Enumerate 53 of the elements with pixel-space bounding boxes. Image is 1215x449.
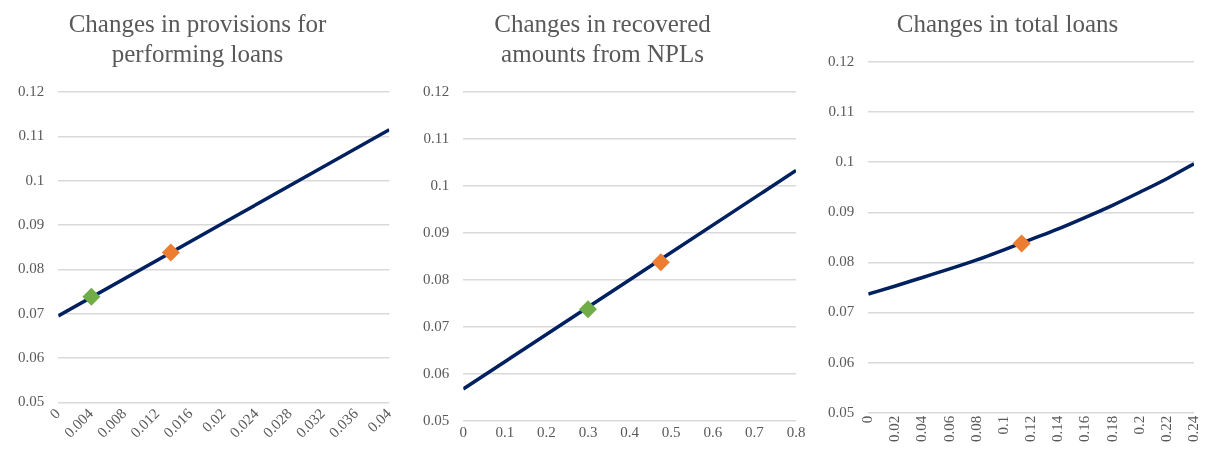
x-tick-label: 0.3	[578, 423, 598, 440]
x-tick-label: 0	[46, 405, 64, 422]
x-tick-label: 0.7	[745, 423, 765, 440]
chart-title: Changes in total loans	[896, 9, 1119, 37]
x-tick-label: 0.04	[913, 415, 930, 442]
x-tick-label: 0.12	[1022, 415, 1039, 442]
y-tick-label: 0.11	[423, 129, 450, 146]
y-tick-label: 0.08	[828, 253, 855, 270]
y-tick-label: 0.07	[423, 317, 450, 334]
x-tick-label: 0.4	[620, 423, 640, 440]
y-tick-label: 0.12	[423, 82, 450, 99]
y-tick-label: 0.07	[18, 304, 45, 321]
x-tick-label: 0.24	[1184, 415, 1201, 442]
line-series	[868, 161, 1194, 296]
x-tick-label: 0.1	[495, 423, 515, 440]
y-tick-label: 0.06	[18, 349, 45, 365]
x-tick-label: 0.18	[1103, 415, 1120, 442]
chart-title: Changes in provisions for performing loans	[68, 9, 327, 67]
y-tick-label: 0.11	[828, 103, 855, 120]
x-tick-label: 0.08	[967, 415, 984, 442]
x-tick-label: 0	[459, 423, 467, 440]
y-tick-label: 0.12	[828, 52, 855, 69]
x-tick-label: 0.1	[994, 415, 1011, 435]
y-tick-label: 0.08	[423, 270, 450, 287]
y-tick-label: 0.05	[18, 393, 45, 410]
x-tick-label: 0.02	[886, 415, 903, 442]
x-tick-label: 0.8	[786, 423, 806, 440]
y-tick-label: 0.05	[423, 411, 450, 428]
x-tick-label: 0.22	[1157, 415, 1174, 442]
chart-title: Changes in recovered amounts from NPLs	[494, 9, 712, 67]
y-tick-label: 0.1	[430, 176, 450, 193]
x-tick-label: 0.02	[198, 405, 229, 436]
y-tick-label: 0.06	[828, 353, 855, 370]
y-tick-label: 0.1	[835, 153, 855, 170]
x-tick-label: 0.14	[1049, 415, 1066, 442]
x-tick-label: 0	[859, 415, 876, 424]
y-tick-label: 0.1	[25, 171, 45, 188]
x-tick-label: 0.6	[703, 423, 723, 440]
y-tick-label: 0.07	[828, 303, 855, 320]
y-tick-label: 0.09	[423, 223, 450, 240]
y-tick-label: 0.05	[828, 403, 855, 420]
x-tick-label: 0.16	[1076, 415, 1093, 442]
x-tick-label: 0.06	[940, 415, 957, 442]
y-tick-label: 0.09	[18, 215, 45, 232]
x-tick-label: 0.5	[661, 423, 681, 440]
y-tick-label: 0.06	[423, 364, 450, 381]
x-tick-label: 0.04	[364, 405, 395, 436]
x-tick-label: 0.2	[1130, 415, 1147, 435]
y-tick-label: 0.11	[18, 127, 45, 144]
y-tick-label: 0.12	[18, 82, 45, 99]
x-tick-label: 0.2	[537, 423, 556, 440]
y-tick-label: 0.09	[828, 203, 855, 220]
y-tick-label: 0.08	[18, 260, 45, 277]
